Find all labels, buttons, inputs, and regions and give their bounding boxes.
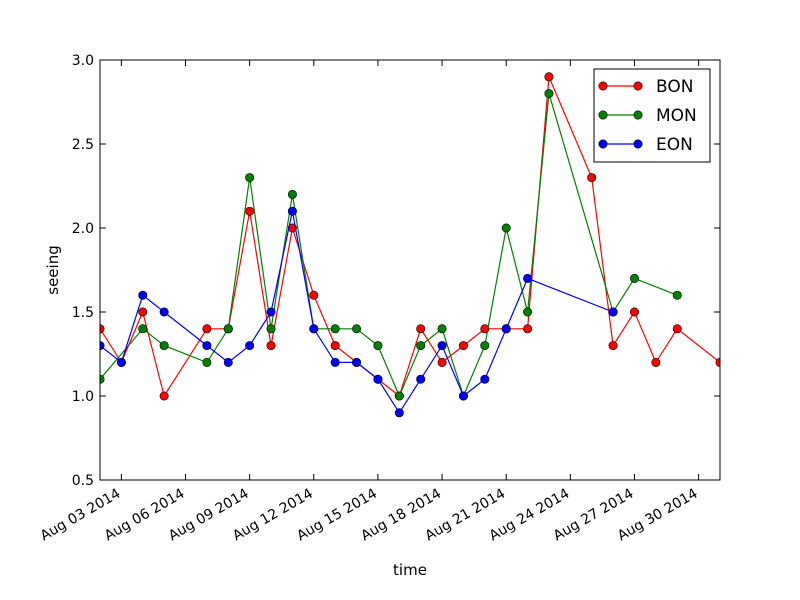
data-point-eon [266, 307, 276, 317]
data-point-mon [480, 341, 490, 351]
data-point-eon [458, 391, 468, 401]
data-point-eon [202, 341, 212, 351]
data-point-eon [416, 374, 426, 384]
y-tick-label: 0.5 [72, 473, 94, 489]
data-point-mon [287, 189, 297, 199]
legend-marker-bon [633, 81, 643, 91]
data-point-eon [116, 357, 126, 367]
data-point-eon [159, 307, 169, 317]
data-point-bon [608, 341, 618, 351]
data-point-bon [437, 357, 447, 367]
legend-label-bon: BON [656, 77, 693, 97]
data-point-eon [373, 374, 383, 384]
data-point-mon [544, 89, 554, 99]
data-point-eon [287, 206, 297, 216]
data-point-eon [523, 273, 533, 283]
data-point-mon [501, 223, 511, 233]
series-mon [100, 89, 682, 401]
data-point-mon [672, 290, 682, 300]
data-point-eon [437, 341, 447, 351]
x-axis-title: time [393, 561, 427, 579]
legend-marker-eon [598, 139, 608, 149]
data-point-eon [309, 324, 319, 334]
legend-marker-mon [598, 110, 608, 120]
data-point-bon [672, 324, 682, 334]
y-tick-label: 1.0 [72, 389, 94, 405]
data-point-mon [352, 324, 362, 334]
data-point-bon [651, 357, 661, 367]
data-point-mon [523, 307, 533, 317]
legend-marker-bon [598, 81, 608, 91]
data-point-bon [416, 324, 426, 334]
y-tick-label: 3.0 [72, 53, 94, 69]
data-point-mon [330, 324, 340, 334]
y-tick-label: 2.5 [72, 137, 94, 153]
data-point-mon [437, 324, 447, 334]
data-point-mon [223, 324, 233, 334]
data-point-eon [501, 324, 511, 334]
data-point-bon [245, 206, 255, 216]
data-point-bon [544, 72, 554, 82]
data-point-bon [309, 290, 319, 300]
data-point-mon [373, 341, 383, 351]
data-point-mon [138, 324, 148, 334]
data-point-bon [266, 341, 276, 351]
data-point-mon [394, 391, 404, 401]
plot-frame-border [99, 59, 721, 481]
legend-marker-mon [633, 110, 643, 120]
data-point-bon [587, 173, 597, 183]
data-point-mon [245, 173, 255, 183]
data-point-mon [159, 341, 169, 351]
data-point-bon [159, 391, 169, 401]
data-point-eon [138, 290, 148, 300]
data-point-eon [394, 408, 404, 418]
legend-label-mon: MON [656, 106, 697, 126]
legend-label-eon: EON [656, 135, 693, 155]
data-point-bon [458, 341, 468, 351]
data-point-bon [523, 324, 533, 334]
data-point-mon [416, 341, 426, 351]
data-point-bon [330, 341, 340, 351]
data-point-eon [608, 307, 618, 317]
data-point-mon [266, 324, 276, 334]
data-point-eon [352, 357, 362, 367]
y-tick-label: 2.0 [72, 221, 94, 237]
data-point-bon [138, 307, 148, 317]
data-point-bon [629, 307, 639, 317]
data-point-mon [629, 273, 639, 283]
legend: BON MON EON [593, 68, 711, 163]
y-tick-label: 1.5 [72, 305, 94, 321]
data-point-mon [202, 357, 212, 367]
legend-marker-eon [633, 139, 643, 149]
data-point-eon [330, 357, 340, 367]
data-point-eon [245, 341, 255, 351]
y-axis-title: seeing [44, 245, 62, 294]
data-point-bon [202, 324, 212, 334]
data-point-eon [223, 357, 233, 367]
data-point-eon [480, 374, 490, 384]
